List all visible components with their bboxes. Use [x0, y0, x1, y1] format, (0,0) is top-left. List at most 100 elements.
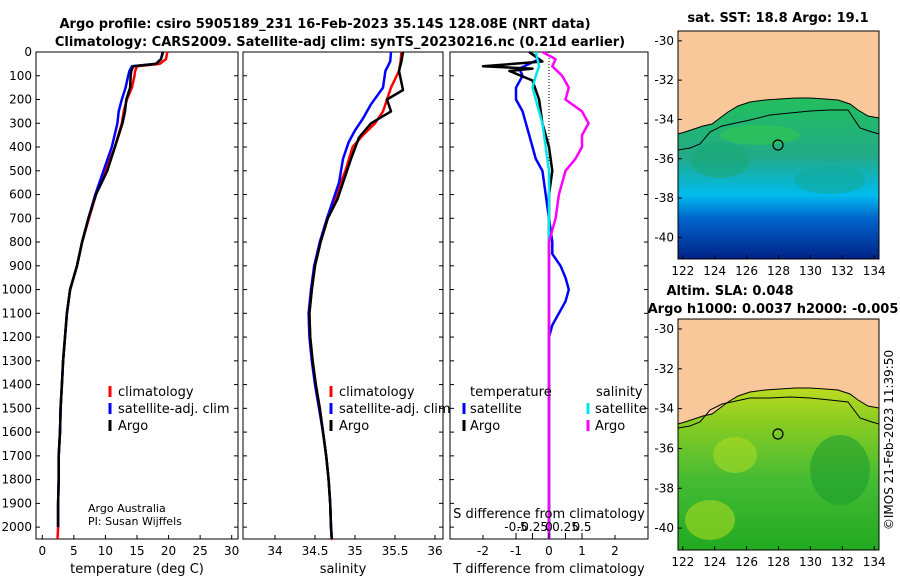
legend-label-satellite-adj: satellite-adj. clim [339, 402, 451, 417]
legend-label-s-argo: Argo [595, 419, 625, 434]
legend-label-climatology: climatology [339, 385, 415, 400]
y-tick-label: 1300 [1, 354, 32, 368]
sla-argo-marker [772, 428, 784, 440]
y-tick-label: 0 [24, 45, 32, 59]
series-line [308, 51, 405, 540]
map-x-tick-label: 130 [799, 264, 822, 278]
x-tick-label: 35 [347, 544, 362, 558]
x-tick-label: 15 [129, 544, 144, 558]
y-tick-label: 1700 [1, 449, 32, 463]
map-y-tick-label: -38 [654, 481, 674, 495]
x-tick-label: 2 [611, 544, 619, 558]
map-y-tick-label: -36 [654, 152, 674, 166]
plot-frame [242, 51, 444, 540]
sla-patch [810, 435, 870, 505]
x-tick-label: 0 [545, 544, 553, 558]
x-tick-label: 5 [70, 544, 78, 558]
y-tick-label: 600 [9, 188, 32, 202]
map-x-tick-label: 122 [671, 264, 694, 278]
legend-title-temperature: temperature [470, 385, 552, 400]
sst-patch [720, 125, 800, 145]
s-tick-label: -0.5 [504, 520, 527, 534]
difference-panel: -2 -1 0 1 2 T difference from climatology -0.5… [449, 50, 649, 577]
imos-stamp: ©IMOS 21-Feb-2023 11:39:50 [882, 350, 896, 530]
legend-label-t-satellite: satellite [470, 402, 522, 417]
sla-coastline [678, 387, 879, 425]
legend-label-t-argo: Argo [470, 419, 500, 434]
sst-patch [795, 166, 865, 194]
x-tick-label: 34.5 [302, 544, 329, 558]
title-line-2: Climatology: CARS2009. Satellite-adj cli… [55, 35, 625, 50]
y-tick-label: 200 [9, 93, 32, 107]
title-line-1: Argo profile: csiro 5905189_231 16-Feb-2… [59, 17, 590, 32]
x-tick-label: 20 [161, 544, 176, 558]
sla-isobath [678, 396, 879, 429]
sst-coastline [678, 97, 879, 135]
y-tick-label: 100 [9, 69, 32, 83]
map-x-tick-label: 134 [863, 555, 886, 569]
map-x-tick-label: 132 [831, 264, 854, 278]
legend-title-salinity: salinity [596, 385, 643, 400]
salinity-panel: 34 34.5 35 35.5 36 salinity [242, 51, 444, 577]
x-axis-label: T difference from climatology [452, 562, 645, 577]
plot-frame [35, 51, 239, 540]
sla-map: Altim. SLA: 0.048 Argo h1000: 0.0037 h20… [648, 284, 899, 569]
sst-map-ticks: 122 124 126 128 130 132 134 -30 -32 -34 -36 -38 -40 [654, 34, 885, 278]
s-tick-label: -0.25 [517, 520, 548, 534]
legend-label-climatology: climatology [118, 385, 194, 400]
x-tick-label: 30 [224, 544, 239, 558]
map-x-tick-label: 126 [735, 264, 758, 278]
temperature-legend: climatology satellite-adj. clim Argo [108, 385, 230, 434]
x-tick-label: -2 [477, 544, 489, 558]
legend-label-argo: Argo [339, 419, 369, 434]
s-tick-label: 0.5 [572, 520, 591, 534]
x-tick-label: 1 [578, 544, 586, 558]
legend-label-s-satellite: satellite [595, 402, 647, 417]
sst-argo-marker [772, 139, 784, 151]
x-tick-label: 35.5 [382, 544, 409, 558]
map-y-tick-label: -32 [654, 362, 674, 376]
sla-map-ticks: 122 124 126 128 130 132 134 -30 -32 -34 -36 -38 -40 [654, 322, 885, 569]
legend-label-argo: Argo [118, 419, 148, 434]
y-tick-label: 800 [9, 235, 32, 249]
map-y-tick-label: -34 [654, 402, 674, 416]
map-x-tick-label: 128 [767, 555, 790, 569]
map-y-tick-label: -40 [654, 521, 674, 535]
s-tick-label: 0.25 [552, 520, 579, 534]
sla-land [678, 319, 879, 424]
sst-map-title: sat. SST: 18.8 Argo: 19.1 [687, 11, 868, 26]
map-y-tick-label: -30 [654, 322, 674, 336]
x-tick-label: 25 [192, 544, 207, 558]
y-tick-label: 500 [9, 164, 32, 178]
series-line [56, 51, 165, 528]
y-tick-label: 1800 [1, 473, 32, 487]
sla-patch [713, 437, 757, 473]
salinity-legend: climatology satellite-adj. clim Argo [329, 385, 451, 434]
map-y-tick-label: -34 [654, 112, 674, 126]
x-tick-label: -1 [510, 544, 522, 558]
sla-map-subtitle: Argo h1000: 0.0037 h2000: -0.005 [648, 302, 899, 317]
x-tick-label: 10 [98, 544, 113, 558]
map-x-tick-label: 122 [671, 555, 694, 569]
sst-map: sat. SST: 18.8 Argo: 19.1 [654, 11, 885, 278]
y-tick-label: 1400 [1, 378, 32, 392]
x-axis-label: salinity [320, 562, 367, 577]
y-tick-label: 1200 [1, 330, 32, 344]
y-tick-label: 1500 [1, 401, 32, 415]
credit-line-2: PI: Susan Wijffels [88, 515, 182, 528]
map-x-tick-label: 126 [735, 555, 758, 569]
map-y-tick-label: -30 [654, 34, 674, 48]
map-y-tick-label: -32 [654, 73, 674, 87]
legend-label-satellite-adj: satellite-adj. clim [118, 402, 230, 417]
x-axis-label: temperature (deg C) [70, 562, 204, 577]
y-tick-label: 900 [9, 259, 32, 273]
s-tick-label: 0 [545, 520, 553, 534]
map-x-tick-label: 128 [767, 264, 790, 278]
y-tick-label: 400 [9, 140, 32, 154]
sst-land [678, 31, 879, 134]
sst-isobath [678, 109, 879, 151]
x-tick-label: 36 [427, 544, 442, 558]
x-tick-label: 0 [38, 544, 46, 558]
map-y-tick-label: -36 [654, 441, 674, 455]
